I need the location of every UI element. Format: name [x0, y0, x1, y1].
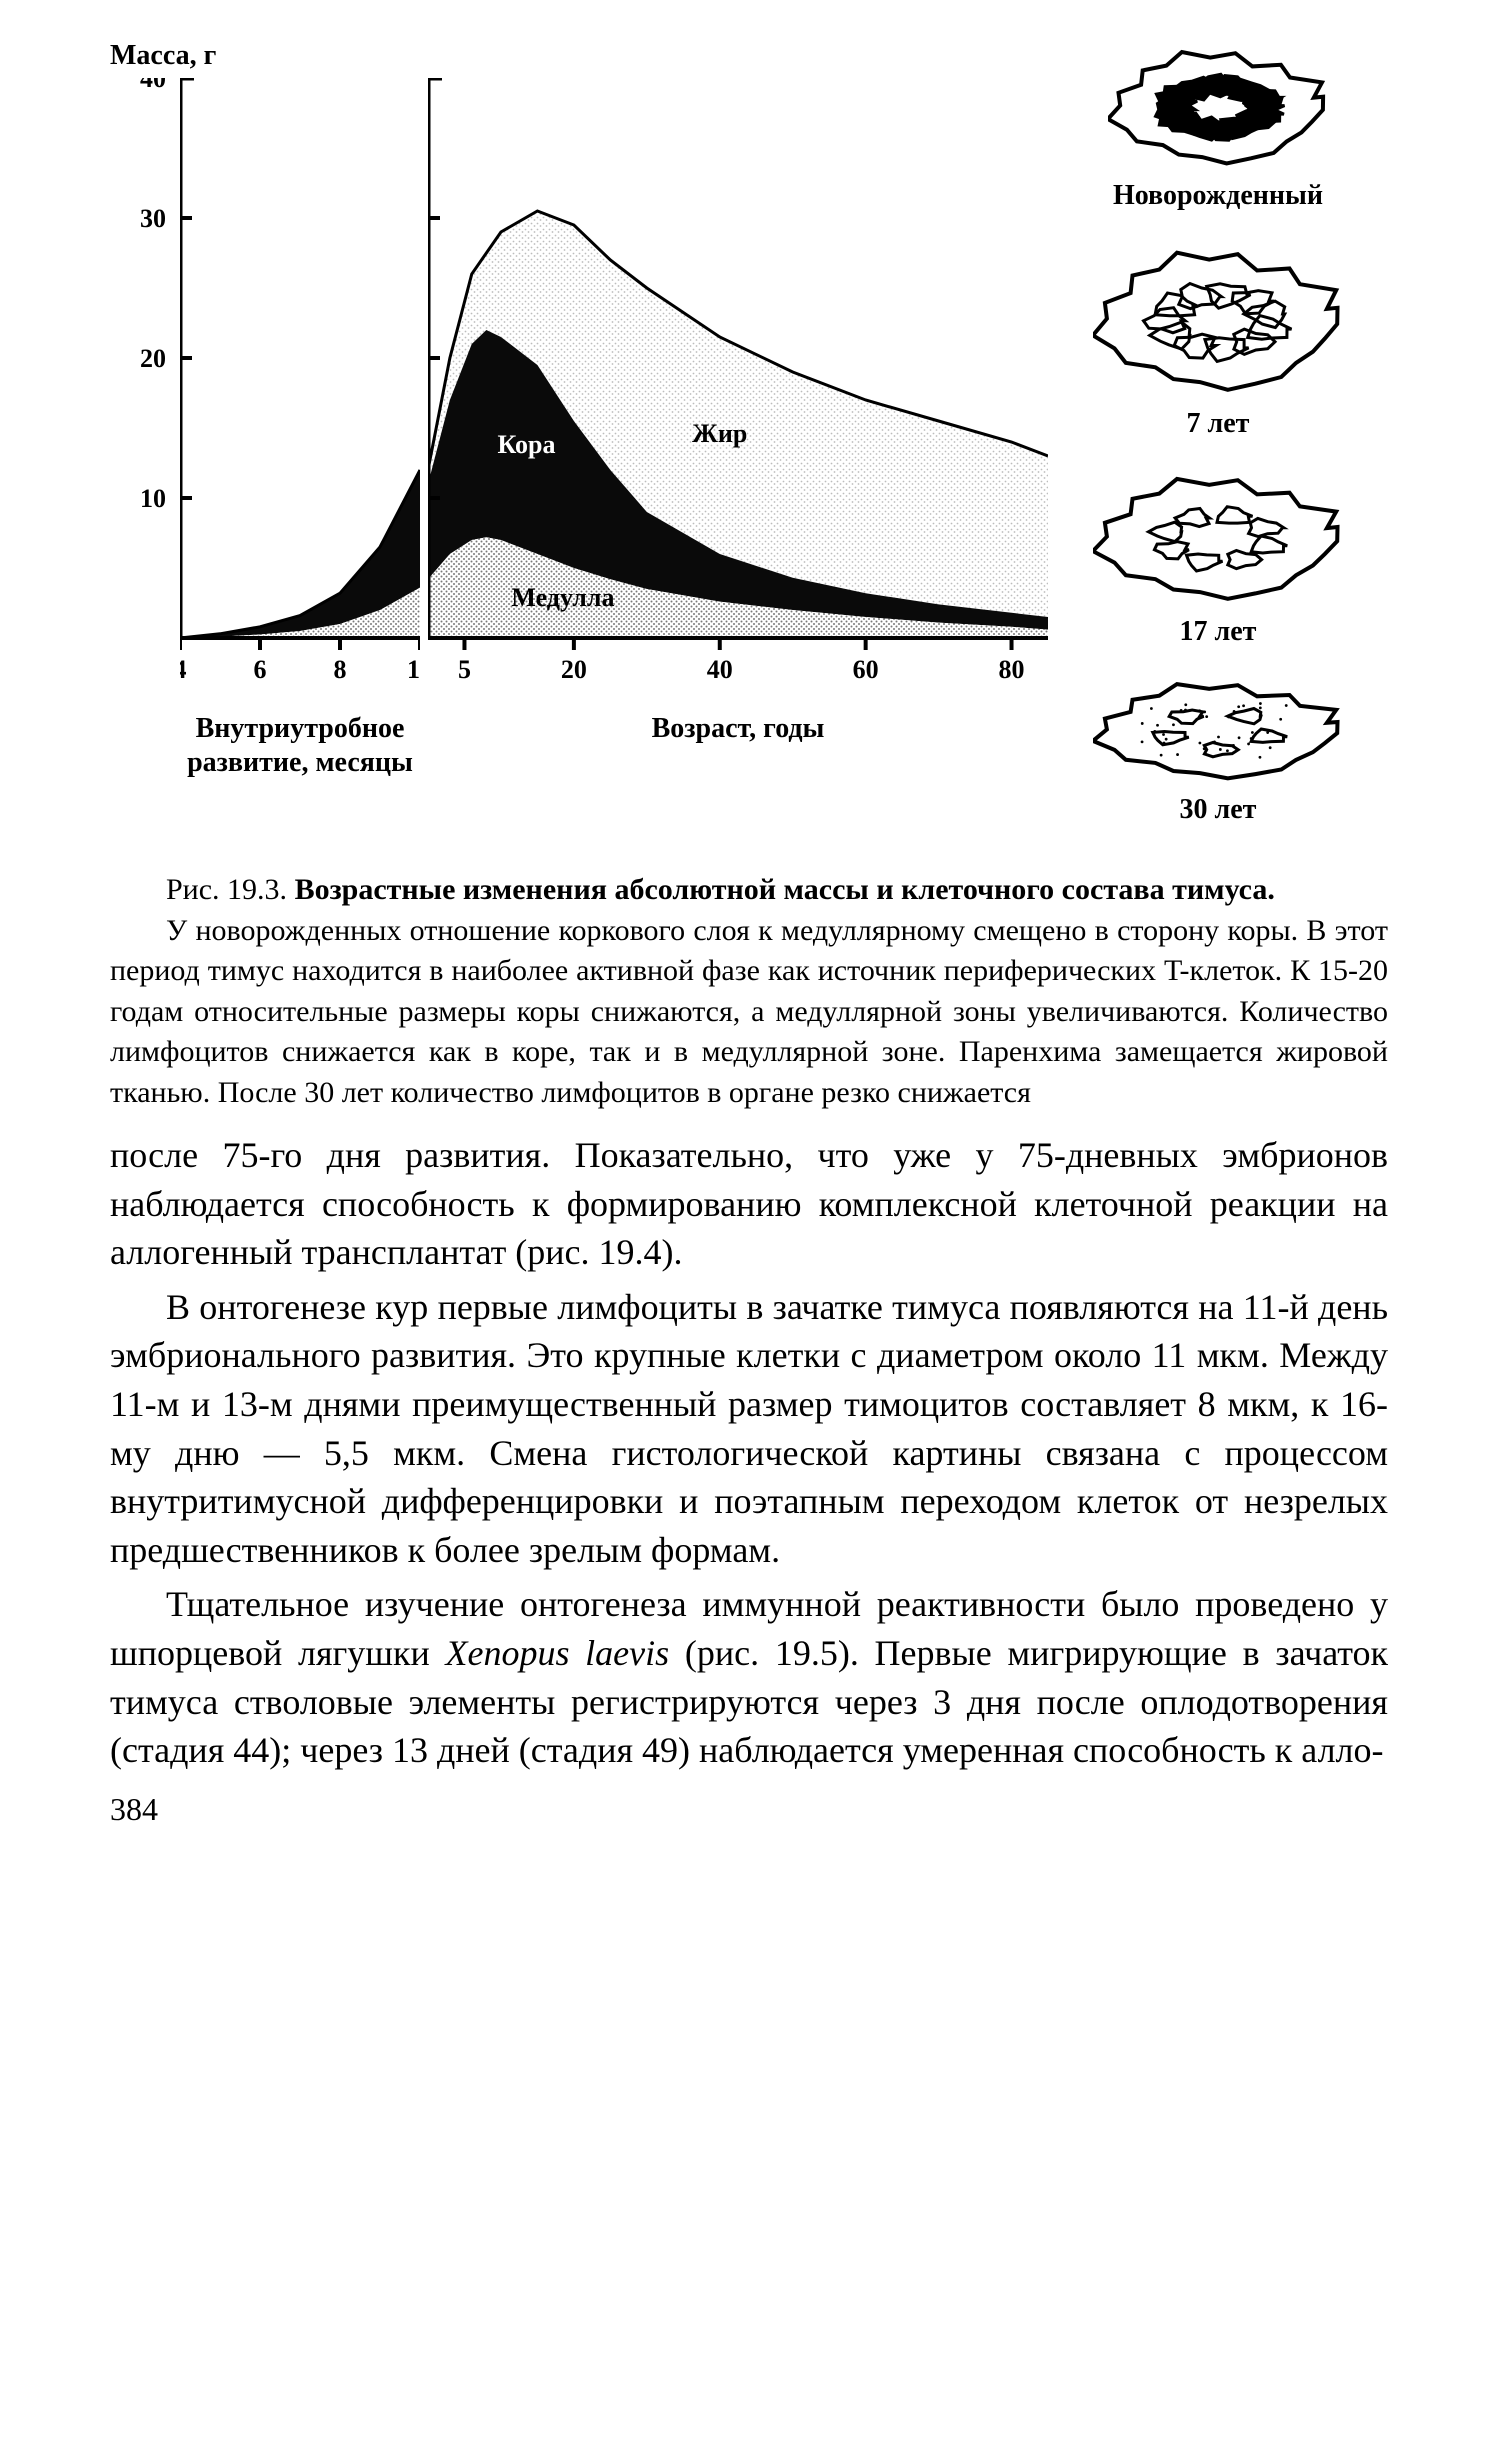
thymus-stage-label: 30 лет	[1180, 794, 1257, 826]
y-axis-title: Масса, г	[110, 40, 1048, 72]
thymus-icon	[1093, 674, 1343, 784]
figure-number: Рис. 19.3.	[166, 873, 287, 906]
svg-text:5: 5	[458, 655, 471, 684]
svg-text:20: 20	[561, 655, 587, 684]
chart-prenatal: 4 6 8 10	[180, 78, 420, 702]
figure-description: У новорожденных отношение коркового слоя…	[110, 914, 1388, 1109]
svg-text:8: 8	[334, 655, 347, 684]
x-axis-label-right: Возраст, годы	[428, 712, 1048, 779]
x-axis-label-left: Внутриутробноеразвитие, месяцы	[180, 712, 420, 779]
thymus-thumbnails: Новорожденный 7 лет 17 лет 30 лет	[1048, 40, 1388, 844]
svg-text:4: 4	[180, 655, 187, 684]
svg-text:60: 60	[853, 655, 879, 684]
thymus-stage-label: 7 лет	[1187, 408, 1250, 440]
svg-text:Кора: Кора	[497, 430, 555, 459]
x-label-spacer-mid	[420, 702, 428, 779]
svg-text:40: 40	[707, 655, 733, 684]
page-number: 384	[110, 1791, 1388, 1828]
figure-caption: Рис. 19.3. Возрастные изменения абсолютн…	[110, 870, 1388, 1113]
thymus-stage-label: 17 лет	[1180, 616, 1257, 648]
svg-text:20: 20	[140, 344, 166, 373]
chart-area: Масса, г 40 30 20 10 4 6 8 10 5 20 40 60 80 Кора Жир…	[110, 40, 1048, 844]
figure-title: Возрастные изменения абсолютной массы и …	[295, 873, 1275, 906]
body-paragraph-3: Тщательное изучение онтогенеза иммунной …	[110, 1580, 1388, 1774]
thymus-icon	[1108, 40, 1328, 170]
svg-text:Жир: Жир	[692, 419, 747, 448]
thymus-icon	[1093, 238, 1343, 398]
svg-text:Медулла: Медулла	[511, 583, 614, 612]
body-paragraph-2: В онтогенезе кур первые лимфоциты в зача…	[110, 1283, 1388, 1575]
chart-age: 5 20 40 60 80 Кора Жир Медулла	[428, 78, 1048, 702]
thymus-stage-label: Новорожденный	[1113, 180, 1323, 212]
figure-19-3: Масса, г 40 30 20 10 4 6 8 10 5 20 40 60 80 Кора Жир…	[110, 40, 1388, 844]
page: Масса, г 40 30 20 10 4 6 8 10 5 20 40 60 80 Кора Жир…	[0, 0, 1498, 1888]
chart-y-axis: 40 30 20 10	[110, 78, 180, 702]
chart-gap	[420, 78, 428, 702]
thymus-icon	[1093, 466, 1343, 606]
svg-text:6: 6	[254, 655, 267, 684]
x-label-spacer-left	[110, 702, 180, 779]
body-paragraph-1: после 75-го дня развития. Показательно, …	[110, 1131, 1388, 1277]
svg-text:40: 40	[140, 78, 166, 93]
svg-text:30: 30	[140, 204, 166, 233]
species-name: Xenopus laevis	[445, 1633, 669, 1673]
svg-text:80: 80	[999, 655, 1025, 684]
svg-text:10: 10	[407, 655, 420, 684]
svg-text:10: 10	[140, 484, 166, 513]
